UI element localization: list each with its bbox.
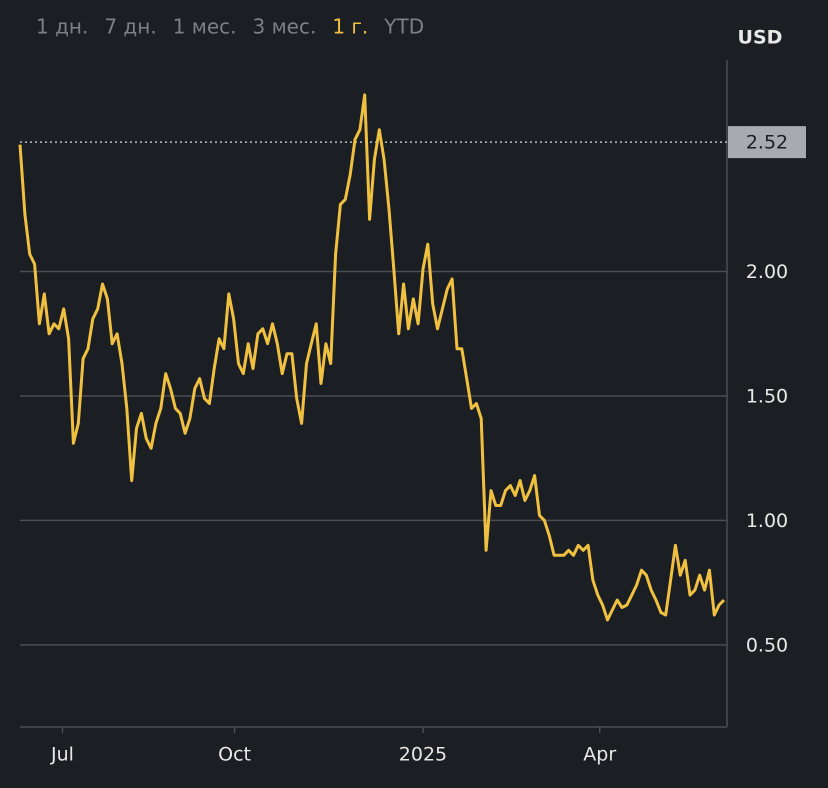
y-unit: USD bbox=[738, 27, 783, 49]
range-button[interactable]: 1 г. bbox=[332, 15, 368, 39]
y-tick-label: 2.00 bbox=[746, 261, 788, 283]
x-tick-label: 2025 bbox=[399, 744, 447, 766]
range-button[interactable]: 1 дн. bbox=[36, 15, 88, 39]
reference-label: 2.52 bbox=[746, 132, 788, 154]
range-button[interactable]: 3 мес. bbox=[253, 15, 317, 39]
range-button[interactable]: 1 мес. bbox=[173, 15, 237, 39]
price-line bbox=[18, 93, 726, 622]
range-button[interactable]: 7 дн. bbox=[104, 15, 156, 39]
range-button[interactable]: YTD bbox=[383, 15, 424, 39]
x-tick-label: Apr bbox=[583, 744, 616, 766]
y-tick-label: 1.50 bbox=[746, 385, 788, 407]
x-tick-label: Oct bbox=[218, 744, 251, 766]
x-tick-label: Jul bbox=[50, 744, 74, 766]
y-tick-label: 0.50 bbox=[746, 634, 788, 656]
y-tick-label: 1.00 bbox=[746, 510, 788, 532]
reference-box bbox=[728, 126, 806, 159]
